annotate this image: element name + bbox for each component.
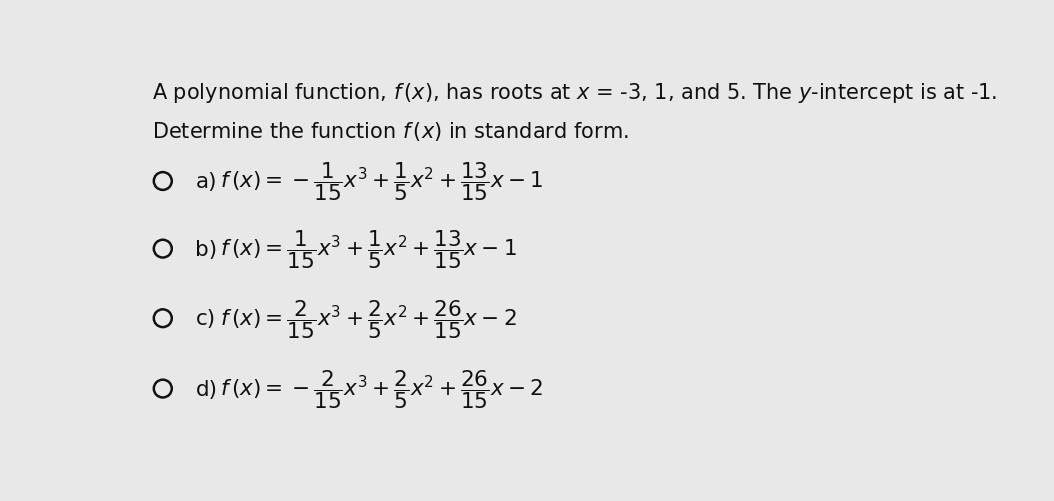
Text: Determine the function $f\,(x)$ in standard form.: Determine the function $f\,(x)$ in stand… [152, 120, 629, 143]
Text: $f\,(x) = \dfrac{2}{15}x^3 + \dfrac{2}{5}x^2 + \dfrac{26}{15}x - 2$: $f\,(x) = \dfrac{2}{15}x^3 + \dfrac{2}{5… [220, 297, 516, 340]
Text: $f\,(x) = \dfrac{1}{15}x^3 + \dfrac{1}{5}x^2 + \dfrac{13}{15}x - 1$: $f\,(x) = \dfrac{1}{15}x^3 + \dfrac{1}{5… [220, 228, 516, 271]
Text: d): d) [195, 379, 217, 399]
Text: b): b) [195, 239, 217, 259]
Text: c): c) [195, 309, 216, 329]
Text: $f\,(x) = -\dfrac{1}{15}x^3 + \dfrac{1}{5}x^2 + \dfrac{13}{15}x - 1$: $f\,(x) = -\dfrac{1}{15}x^3 + \dfrac{1}{… [220, 160, 543, 203]
Text: A polynomial function, $f\,(x)$, has roots at $x$ = -3, 1, and 5. The $y$-interc: A polynomial function, $f\,(x)$, has roo… [152, 81, 997, 105]
Text: $f\,(x) = -\dfrac{2}{15}x^3 + \dfrac{2}{5}x^2 + \dfrac{26}{15}x - 2$: $f\,(x) = -\dfrac{2}{15}x^3 + \dfrac{2}{… [220, 367, 543, 410]
Text: a): a) [195, 172, 217, 191]
